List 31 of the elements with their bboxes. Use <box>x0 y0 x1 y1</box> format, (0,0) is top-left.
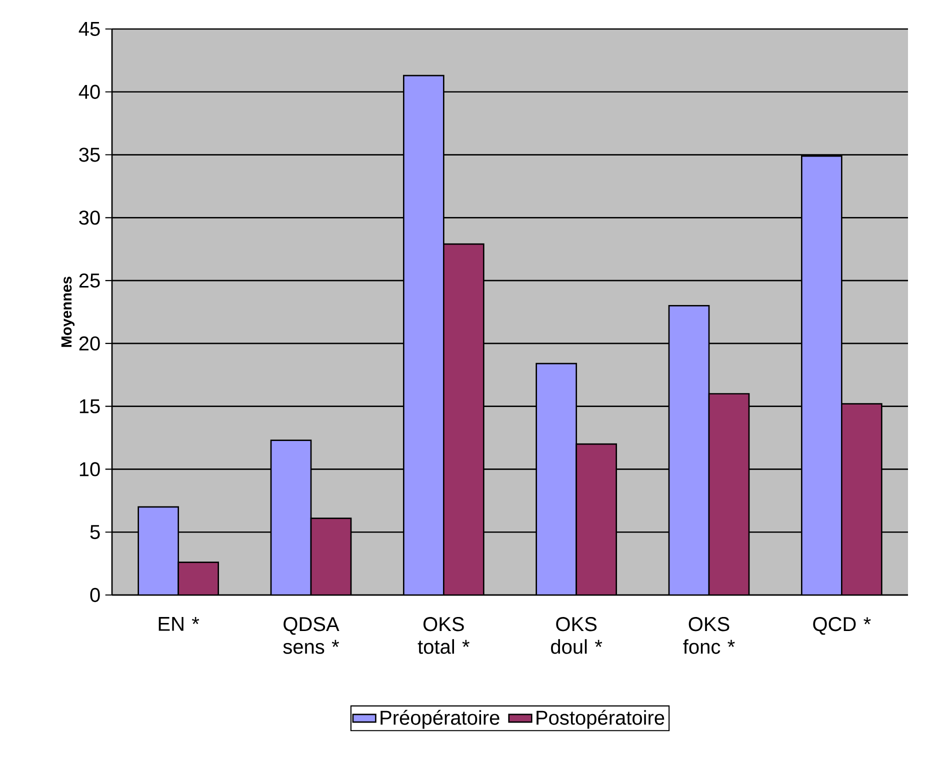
bar <box>576 443 618 595</box>
y-tick-label: 5 <box>90 525 100 540</box>
y-tick-label: 25 <box>79 273 100 288</box>
bar <box>270 440 312 595</box>
x-tick-label: OKS doul * <box>551 617 602 654</box>
x-tick-label: QCD * <box>813 617 871 635</box>
bar <box>310 518 352 595</box>
bar <box>403 74 444 595</box>
bar <box>708 393 750 595</box>
y-tick-label: 15 <box>80 399 100 414</box>
x-tick-label: OKS fonc * <box>683 617 735 654</box>
y-tick-label: 10 <box>80 462 100 476</box>
bar <box>443 243 484 595</box>
y-tick-label: 30 <box>79 210 100 225</box>
y-tick-label: 35 <box>79 148 100 162</box>
x-tick-label: QDSA sens * <box>283 617 340 654</box>
bar <box>178 562 220 595</box>
y-tick-label: 40 <box>78 84 100 99</box>
y-tick-label: 20 <box>79 336 100 351</box>
bar <box>668 305 710 595</box>
bar <box>138 506 180 595</box>
y-axis-title: Moyennes <box>61 276 75 347</box>
bar <box>801 155 842 595</box>
bar <box>841 403 882 595</box>
legend-label: Préopératoire <box>380 710 500 729</box>
x-tick-label: OKS total * <box>418 617 470 654</box>
y-tick-label: 0 <box>90 588 100 602</box>
x-tick-label: EN * <box>158 617 200 631</box>
y-tick-label: 45 <box>78 22 100 36</box>
legend-label: Postopératoire <box>536 710 664 729</box>
bar <box>536 362 578 595</box>
